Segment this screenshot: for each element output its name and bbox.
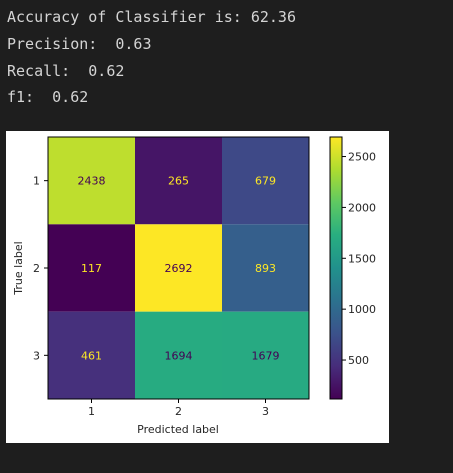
matrix-cell [135,224,222,312]
cell-value-label: 117 [81,262,102,275]
y-tick-label: 2 [33,262,40,275]
colorbar-tick-label: 2500 [348,151,376,164]
confusion-matrix-figure: 2438 265 679 117 2692 893 461 1694 1679 1 2 3 1 2 3 P… [6,131,389,443]
colorbar [329,136,343,400]
matrix-cell [48,311,135,399]
cell-value-label: 2438 [78,175,106,188]
accuracy-output: Accuracy of Classifier is: 62.36 [7,8,296,26]
colorbar-tick-label: 500 [348,354,369,367]
colorbar-tick-label: 2000 [348,201,376,214]
matrix-cell [135,311,222,399]
confusion-matrix-plot: 2438 265 679 117 2692 893 461 1694 1679 1 2 3 1 2 3 P… [12,136,376,436]
matrix-cell [48,137,135,225]
cell-value-label: 265 [168,175,189,188]
matrix-cell [222,137,309,225]
matrix-cell [222,311,309,399]
colorbar-tick-label: 1000 [348,303,376,316]
precision-output: Precision: 0.63 [7,35,152,53]
x-axis-label: Predicted label [137,423,219,436]
cell-value-label: 1679 [252,349,280,362]
y-tick-label: 3 [33,349,40,362]
f1-output: f1: 0.62 [7,88,89,106]
x-tick-label: 1 [88,405,95,418]
cell-value-label: 2692 [165,262,193,275]
recall-output: Recall: 0.62 [7,62,125,80]
colorbar-tick-label: 1500 [348,252,376,265]
matrix-cell [48,224,135,312]
cell-value-label: 461 [81,349,102,362]
cell-value-label: 1694 [165,349,193,362]
cell-value-label: 893 [255,262,276,275]
cell-value-label: 679 [255,175,276,188]
matrix-cell [222,224,309,312]
y-tick-label: 1 [33,175,40,188]
x-tick-label: 3 [262,405,269,418]
matrix-cell [135,137,222,225]
y-axis-label: True label [12,241,25,295]
x-tick-label: 2 [175,405,182,418]
